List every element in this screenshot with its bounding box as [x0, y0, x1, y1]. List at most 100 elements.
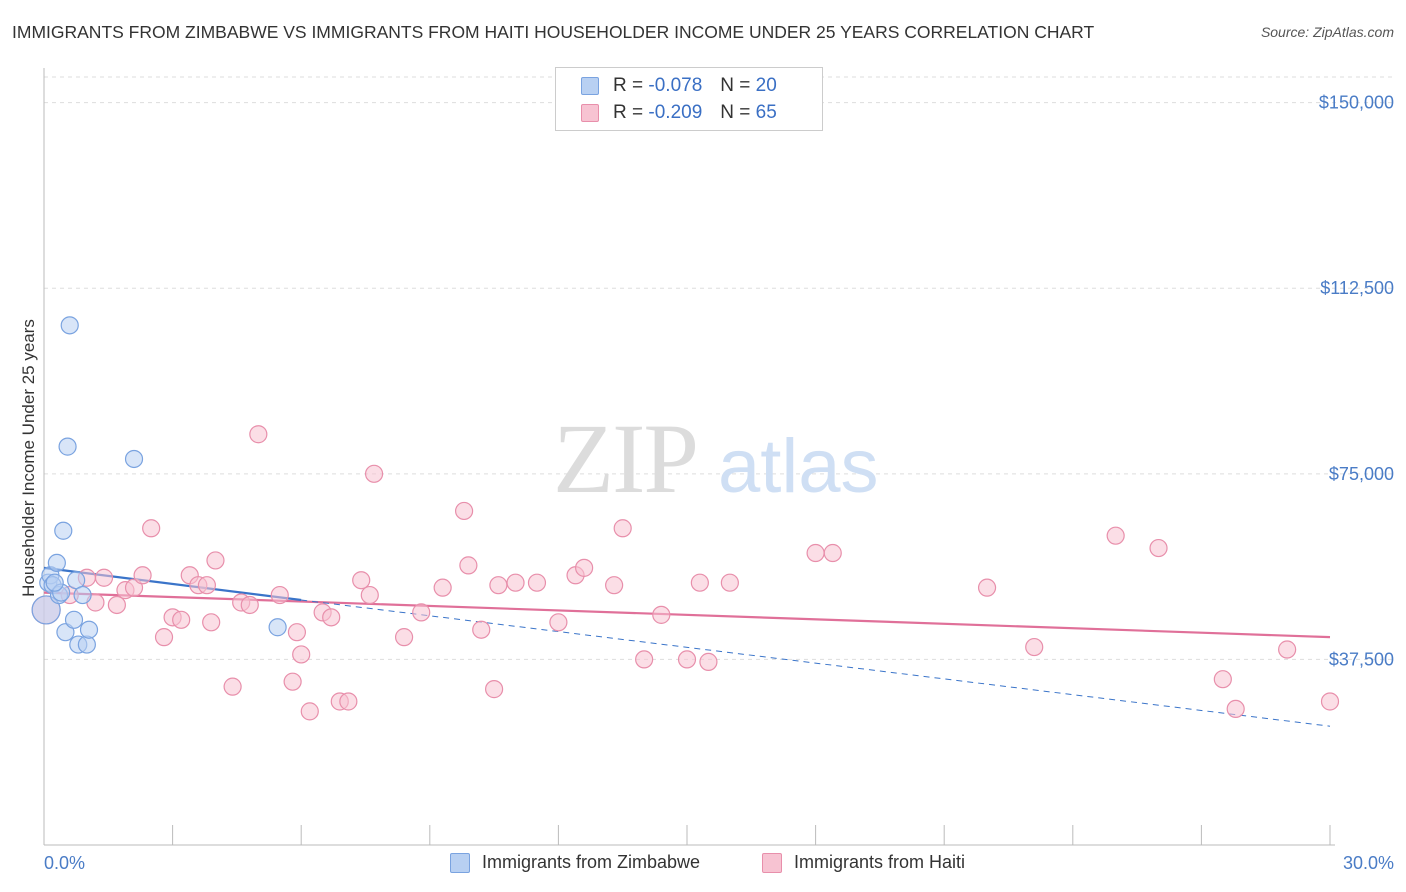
point-haiti-49: [635, 650, 654, 669]
point-haiti-35: [412, 603, 431, 622]
legend-r-value: -0.078: [648, 75, 703, 96]
watermark-zip: ZIP: [553, 403, 697, 514]
legend-r-value: -0.209: [648, 102, 703, 123]
point-haiti-30: [339, 692, 358, 711]
point-haiti-5: [107, 595, 126, 615]
point-haiti-42: [506, 573, 525, 592]
data-points: [31, 316, 1340, 721]
legend-n-label: N =: [720, 102, 751, 123]
point-haiti-18: [223, 677, 242, 696]
watermark: ZIP atlas: [553, 403, 879, 514]
chart-title: IMMIGRANTS FROM ZIMBABWE VS IMMIGRANTS F…: [12, 22, 1095, 42]
point-zimbabwe-9: [58, 437, 77, 456]
point-haiti-64: [1320, 692, 1340, 711]
point-haiti-31: [352, 571, 371, 590]
point-haiti-22: [270, 585, 289, 605]
point-haiti-4: [94, 568, 114, 587]
trend-line-haiti: [43, 591, 1331, 639]
point-haiti-41: [489, 576, 508, 595]
legend-r-label: R =: [613, 102, 644, 123]
watermark-atlas: atlas: [718, 424, 879, 509]
trend-line-zimbabwe-extension: [301, 599, 1331, 727]
point-haiti-17: [206, 551, 225, 570]
point-haiti-60: [1149, 538, 1168, 558]
point-zimbabwe-17: [124, 449, 144, 469]
point-zimbabwe-19: [45, 573, 64, 592]
point-haiti-25: [292, 645, 311, 664]
point-haiti-16: [202, 613, 221, 632]
point-haiti-9: [142, 519, 161, 538]
point-haiti-52: [690, 573, 709, 592]
series-name-haiti: Immigrants from Haiti: [794, 852, 966, 872]
point-haiti-36: [433, 578, 452, 597]
series-legend-zimbabwe[interactable]: Immigrants from Zimbabwe: [450, 852, 700, 873]
point-haiti-59: [1106, 526, 1125, 545]
chart-source: Source: ZipAtlas.com: [1260, 24, 1394, 40]
series-swatch-haiti: [762, 852, 782, 873]
point-haiti-48: [613, 519, 632, 538]
point-haiti-38: [459, 556, 478, 575]
point-haiti-54: [720, 573, 739, 592]
point-haiti-23: [283, 672, 302, 691]
point-zimbabwe-10: [60, 316, 79, 335]
point-haiti-32: [360, 585, 379, 605]
x-tick-label-min: 0.0%: [44, 853, 85, 873]
point-haiti-12: [172, 610, 191, 629]
point-haiti-44: [549, 613, 568, 632]
point-haiti-15: [197, 576, 216, 595]
trend-lines: [43, 566, 1331, 727]
point-haiti-20: [240, 595, 259, 615]
legend-n-value: 65: [755, 102, 777, 123]
point-haiti-26: [300, 702, 319, 721]
series-swatch-zimbabwe: [450, 852, 470, 873]
series-name-zimbabwe: Immigrants from Zimbabwe: [482, 852, 701, 872]
point-zimbabwe-18: [268, 618, 287, 637]
axes: [43, 68, 1335, 846]
legend-r-label: R =: [613, 75, 644, 96]
point-zimbabwe-14: [73, 585, 92, 605]
legend-n-value: 20: [755, 75, 777, 96]
point-haiti-33: [364, 464, 384, 483]
point-haiti-62: [1226, 699, 1245, 719]
point-haiti-21: [249, 425, 268, 444]
correlation-legend: R = -0.078 N = 20 R = -0.209 N = 65: [555, 67, 823, 131]
point-haiti-56: [823, 543, 842, 563]
point-haiti-8: [133, 566, 152, 585]
series-legend-haiti[interactable]: Immigrants from Haiti: [762, 852, 965, 873]
point-zimbabwe-11: [64, 610, 84, 629]
y-tick-labels: $37,500 $75,000 $112,500 $150,000: [1319, 93, 1394, 670]
y-tick-label-2: $112,500: [1320, 278, 1394, 298]
point-haiti-51: [677, 650, 697, 669]
point-haiti-58: [1025, 637, 1044, 657]
point-zimbabwe-15: [77, 635, 96, 654]
point-haiti-43: [527, 573, 547, 592]
legend-row-zimbabwe: R = -0.078 N = 20: [581, 74, 777, 98]
series-legend: Immigrants from Zimbabwe Immigrants from…: [0, 852, 1406, 876]
point-zimbabwe-16: [79, 620, 99, 639]
point-haiti-24: [287, 623, 307, 642]
y-tick-label-3: $150,000: [1319, 93, 1394, 113]
point-haiti-28: [322, 608, 341, 627]
point-haiti-50: [652, 605, 671, 624]
y-tick-label-0: $37,500: [1329, 649, 1394, 669]
point-haiti-39: [472, 620, 491, 639]
gridlines: [44, 76, 1394, 660]
point-haiti-37: [454, 501, 474, 521]
point-zimbabwe-8: [56, 623, 75, 642]
point-zimbabwe-0: [31, 595, 61, 625]
legend-swatch-haiti: [581, 104, 599, 122]
point-haiti-61: [1213, 670, 1232, 689]
x-tick-label-max: 30.0%: [1343, 853, 1394, 873]
point-haiti-46: [575, 558, 594, 577]
point-haiti-63: [1278, 640, 1297, 659]
y-axis-label: Householder Income Under 25 years: [19, 319, 38, 597]
point-haiti-10: [154, 628, 174, 647]
point-haiti-34: [394, 628, 414, 647]
legend-n-label: N =: [720, 75, 751, 96]
point-haiti-7: [124, 578, 144, 597]
y-tick-label-1: $75,000: [1329, 464, 1394, 484]
legend-row-haiti: R = -0.209 N = 65: [581, 101, 777, 125]
point-haiti-47: [605, 576, 624, 595]
point-haiti-53: [699, 652, 718, 671]
